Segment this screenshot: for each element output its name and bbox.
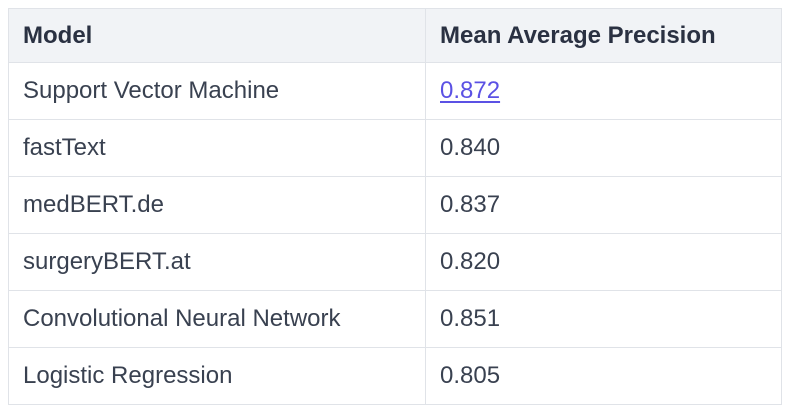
map-cell: 0.872 <box>425 62 782 120</box>
table-row: medBERT.de 0.837 <box>8 176 782 234</box>
column-header-map: Mean Average Precision <box>425 8 782 63</box>
model-cell: Convolutional Neural Network <box>8 290 426 348</box>
header-row: Model Mean Average Precision <box>8 8 782 63</box>
table-row: surgeryBERT.at 0.820 <box>8 233 782 291</box>
table-row: Convolutional Neural Network 0.851 <box>8 290 782 348</box>
map-cell: 0.837 <box>425 176 782 234</box>
model-cell: fastText <box>8 119 426 177</box>
map-cell: 0.851 <box>425 290 782 348</box>
map-cell: 0.805 <box>425 347 782 405</box>
model-cell: Support Vector Machine <box>8 62 426 120</box>
map-score-link[interactable]: 0.872 <box>440 77 501 104</box>
model-cell: surgeryBERT.at <box>8 233 426 291</box>
table-row: fastText 0.840 <box>8 119 782 177</box>
table-row: Support Vector Machine 0.872 <box>8 62 782 120</box>
column-header-model: Model <box>8 8 426 63</box>
map-cell: 0.840 <box>425 119 782 177</box>
model-cell: medBERT.de <box>8 176 426 234</box>
table-row: Logistic Regression 0.805 <box>8 347 782 405</box>
results-table-container: Model Mean Average Precision Support Vec… <box>8 8 782 405</box>
model-cell: Logistic Regression <box>8 347 426 405</box>
map-cell: 0.820 <box>425 233 782 291</box>
model-precision-table: Model Mean Average Precision Support Vec… <box>8 8 782 405</box>
